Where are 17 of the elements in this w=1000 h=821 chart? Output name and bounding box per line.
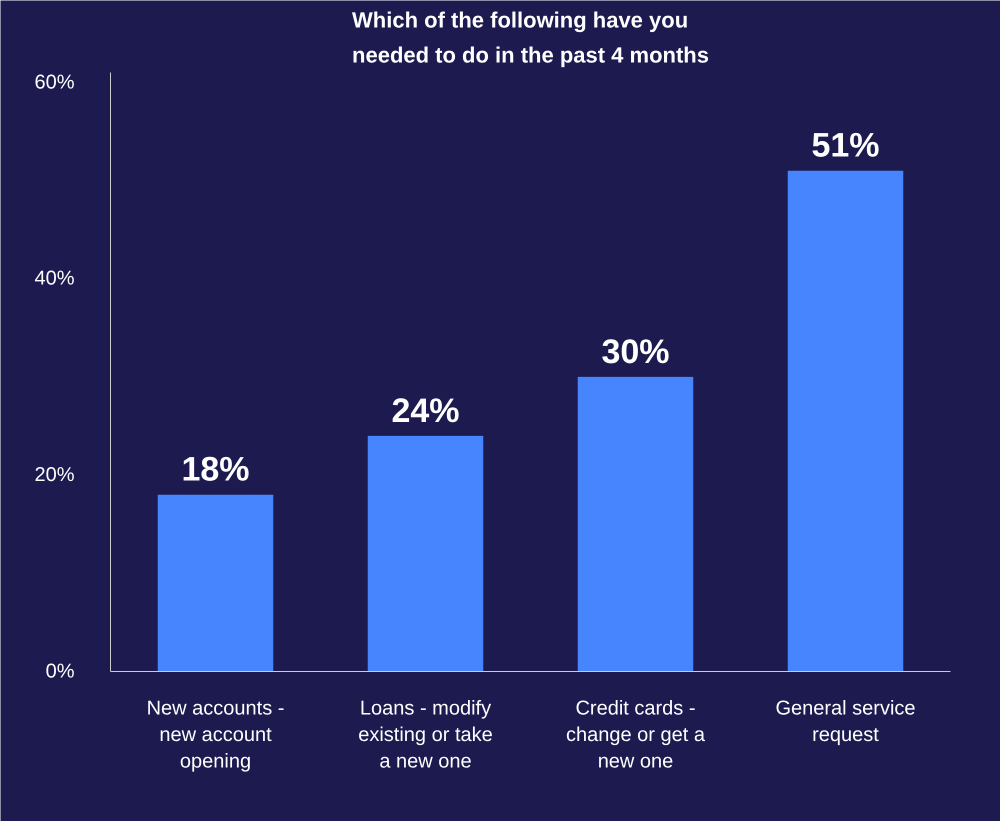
bar [158, 494, 274, 672]
x-tick-label: Loans - modify existing or take a new one [358, 698, 493, 772]
y-tick-label: 0% [46, 660, 75, 682]
y-tick-label: 60% [34, 71, 75, 94]
y-tick-label: 20% [34, 464, 75, 486]
chart-title: Which of the following have you needed to do in the past 4 months [352, 8, 709, 68]
bar [368, 436, 484, 672]
data-label: 18% [181, 450, 250, 489]
x-tick-label: General service request [775, 698, 916, 746]
x-tick-label: New accounts - new account opening [146, 698, 284, 772]
bar [578, 376, 694, 672]
data-label: 51% [811, 126, 880, 165]
y-tick-label: 40% [34, 268, 75, 290]
data-label: 30% [601, 332, 670, 371]
x-tick-label: Credit cards - change or get a new one [566, 698, 706, 772]
data-label: 24% [391, 392, 460, 430]
bar [788, 170, 904, 672]
